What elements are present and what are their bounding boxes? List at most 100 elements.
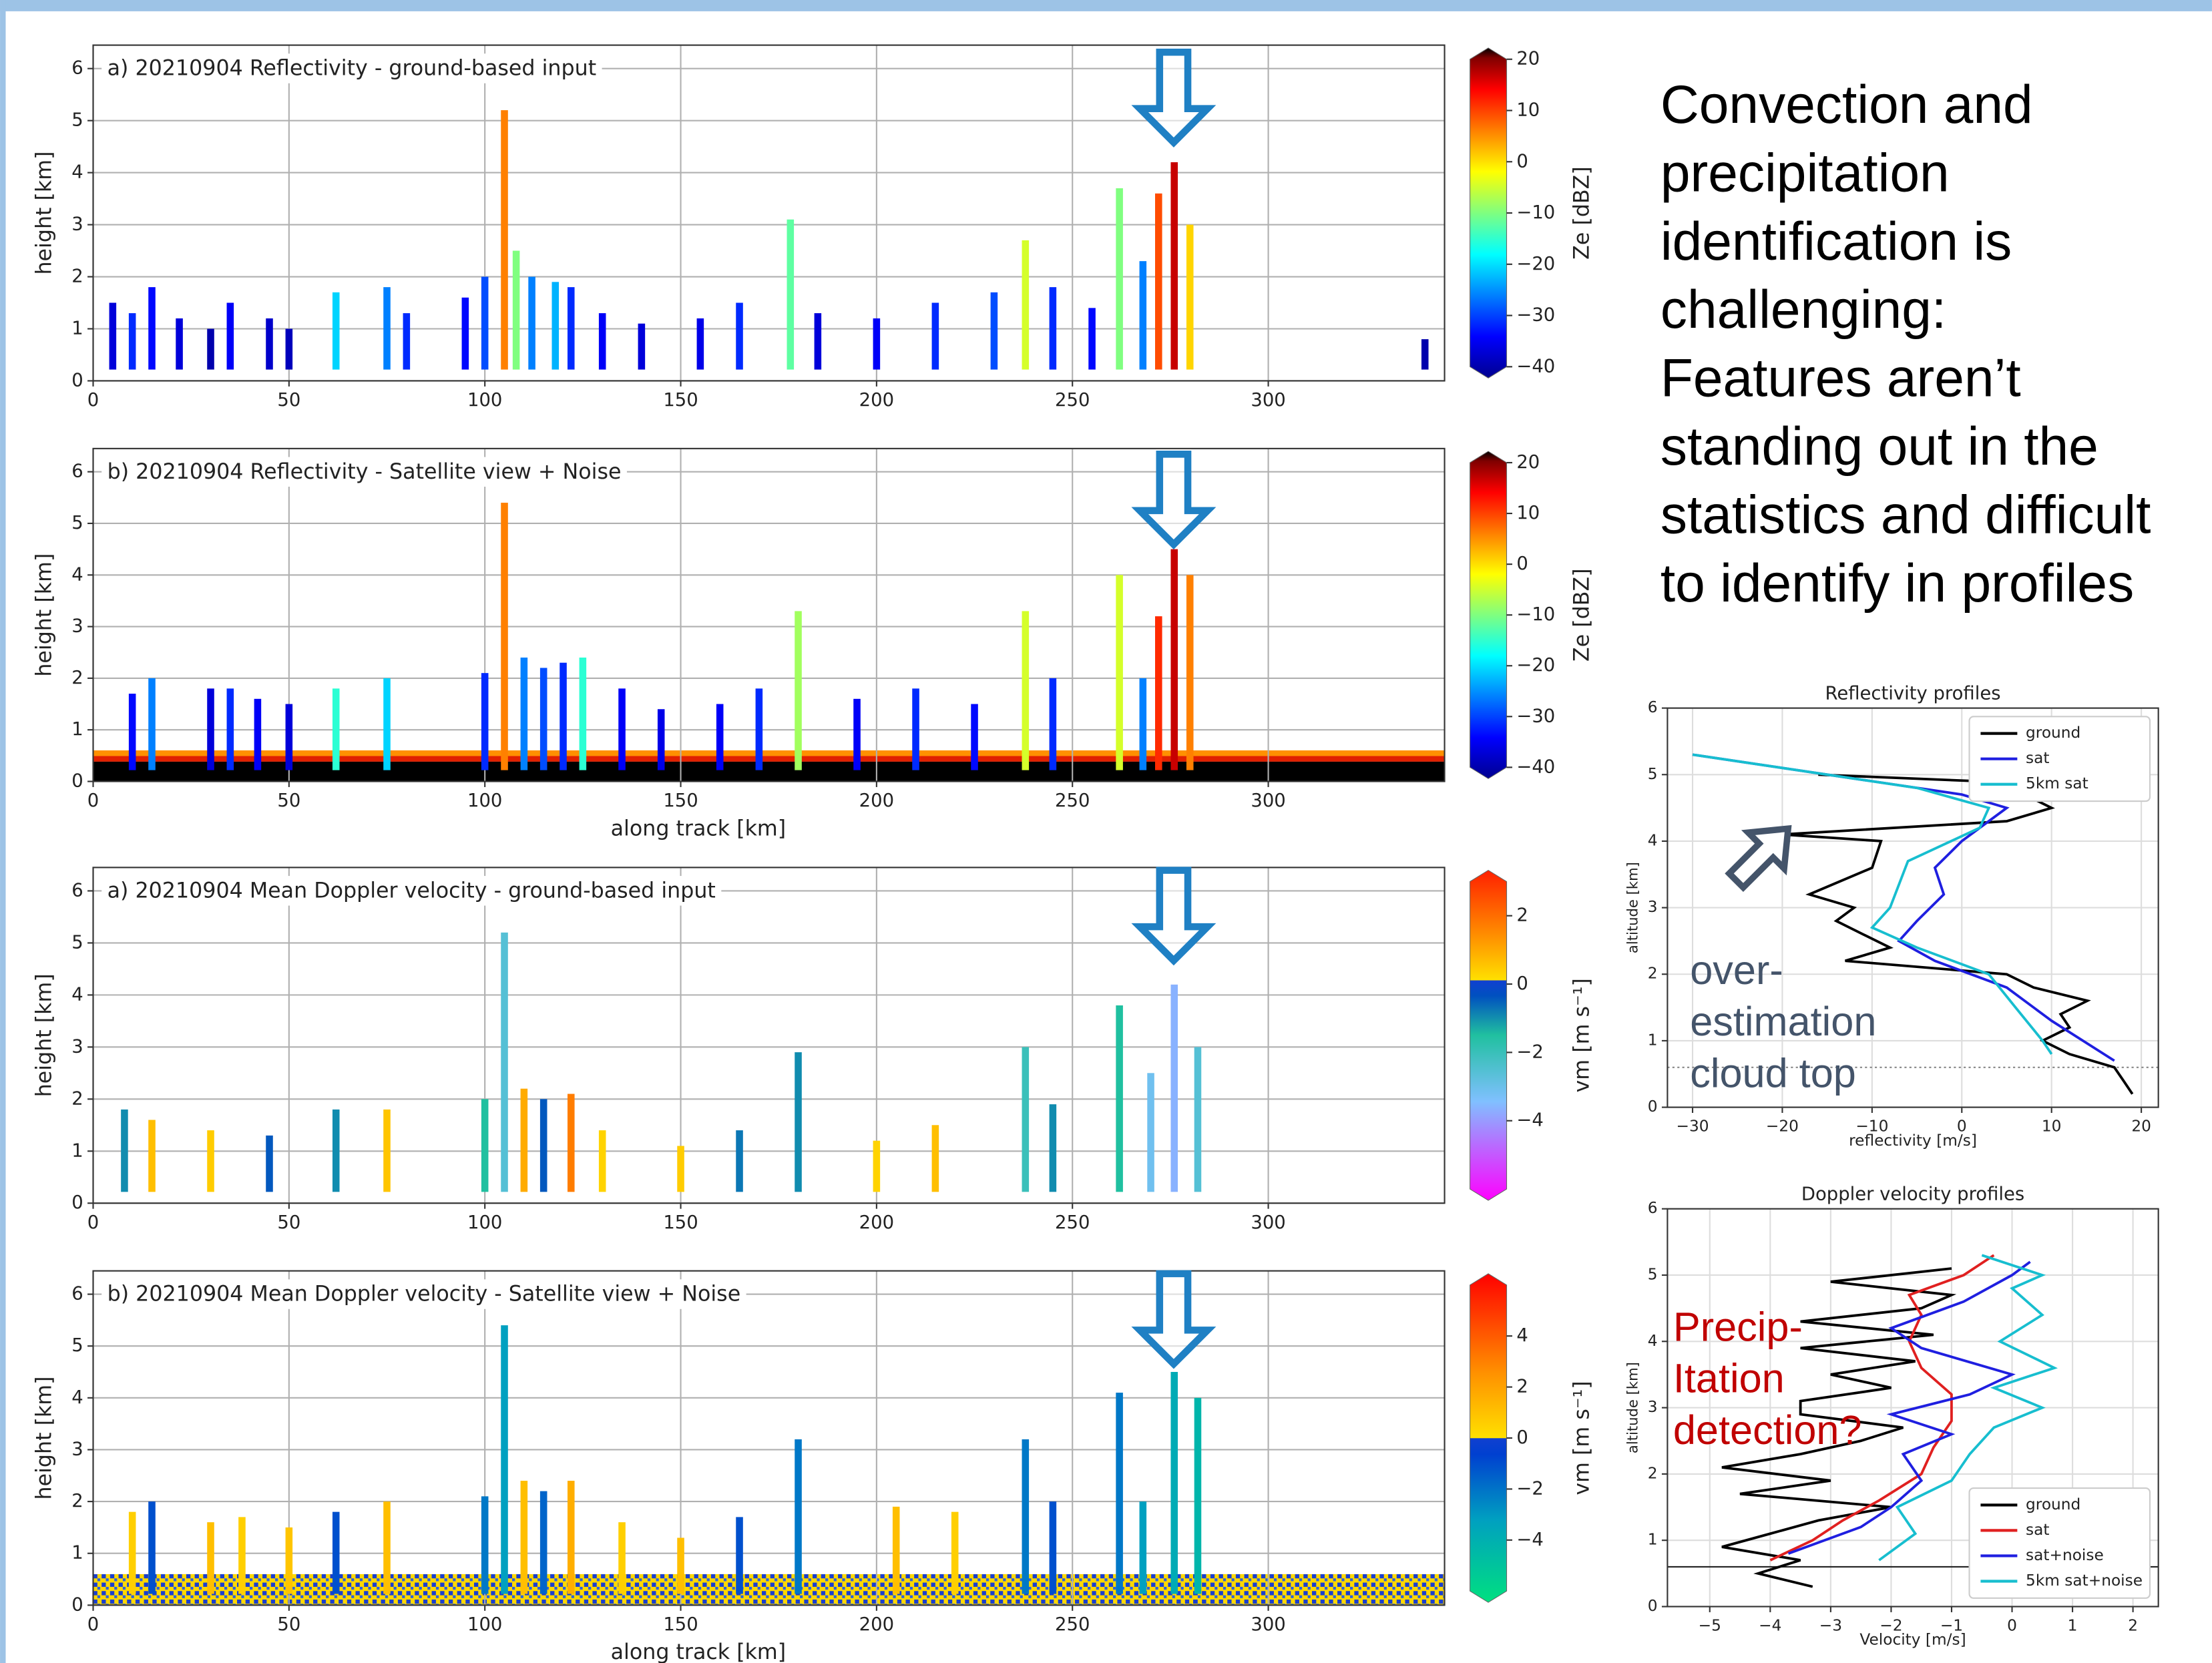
- colorbar-tick-label: −4: [1516, 1110, 1543, 1131]
- y-tick-label: 5: [1648, 1265, 1658, 1283]
- echo-column: [207, 328, 214, 369]
- y-tick-label: 2: [71, 1088, 83, 1109]
- echo-column: [568, 1481, 575, 1594]
- y-tick-label: 0: [1648, 1098, 1658, 1116]
- echo-column: [1140, 261, 1147, 369]
- echo-column: [991, 292, 998, 370]
- echo-column: [481, 673, 489, 770]
- echo-column: [207, 688, 214, 770]
- annotation: detection?: [1673, 1407, 1862, 1453]
- y-axis-label: height [km]: [33, 553, 57, 677]
- colorbar-tick-label: 0: [1516, 553, 1528, 574]
- x-tick-label: −30: [1677, 1118, 1709, 1136]
- top-band: [0, 0, 2212, 11]
- colorbar-tick-label: 4: [1516, 1325, 1528, 1346]
- echo-column: [1147, 1073, 1154, 1192]
- y-tick-label: 3: [71, 1036, 83, 1057]
- echo-column: [1170, 985, 1178, 1192]
- echo-column: [521, 1089, 528, 1192]
- echo-column: [1421, 339, 1429, 369]
- echo-column: [148, 678, 156, 770]
- x-tick-label: 200: [859, 790, 894, 811]
- echo-column: [697, 318, 704, 370]
- echo-column: [1022, 1047, 1030, 1192]
- echo-column: [893, 1507, 900, 1594]
- y-tick-label: 6: [1648, 698, 1658, 716]
- panel-title: b) 20210904 Mean Doppler velocity - Sate…: [107, 1282, 741, 1306]
- colorbar: [1470, 871, 1507, 1200]
- y-tick-label: 0: [71, 370, 83, 391]
- echo-column: [266, 1136, 273, 1192]
- echo-column: [521, 1481, 528, 1594]
- x-tick-label: 50: [277, 1614, 300, 1635]
- colorbar-tick-label: −40: [1516, 356, 1555, 377]
- x-axis-label: along track [km]: [611, 816, 787, 841]
- echo-column: [121, 1110, 128, 1192]
- echo-column: [1170, 162, 1178, 370]
- echo-column: [481, 277, 489, 370]
- echo-column: [333, 292, 340, 370]
- echo-column: [1050, 678, 1057, 770]
- echo-column: [568, 287, 575, 369]
- x-tick-label: −4: [1759, 1617, 1781, 1635]
- echo-column: [383, 1110, 391, 1192]
- echo-column: [873, 318, 881, 370]
- echo-column: [333, 1512, 340, 1594]
- echo-column: [618, 688, 626, 770]
- echo-column: [912, 688, 919, 770]
- y-tick-label: 3: [71, 616, 83, 637]
- legend-label: ground: [2026, 724, 2080, 742]
- legend-label: 5km sat+noise: [2026, 1572, 2143, 1590]
- echo-column: [1186, 575, 1194, 770]
- body-text: challenging:: [1661, 280, 1946, 340]
- echo-column: [932, 1125, 939, 1192]
- x-tick-label: 300: [1251, 1614, 1285, 1635]
- echo-column: [286, 1527, 293, 1594]
- x-tick-label: 250: [1055, 1212, 1090, 1233]
- echo-column: [462, 298, 469, 370]
- echo-column: [129, 313, 136, 369]
- echo-column: [501, 933, 508, 1192]
- y-tick-label: 5: [71, 110, 83, 131]
- echo-column: [853, 699, 861, 770]
- colorbar-tick-label: 0: [1516, 151, 1528, 172]
- echo-column: [129, 694, 136, 770]
- echo-column: [795, 1052, 802, 1192]
- body-text: Features aren’t: [1661, 348, 2021, 409]
- colorbar-tick-label: 2: [1516, 1377, 1528, 1397]
- echo-column: [1170, 549, 1178, 770]
- legend-label: sat+noise: [2026, 1546, 2104, 1564]
- x-tick-label: 50: [277, 1212, 300, 1233]
- x-tick-label: 200: [859, 1614, 894, 1635]
- echo-column: [148, 1501, 156, 1594]
- y-tick-label: 2: [1648, 965, 1658, 983]
- highlight-arrow: [1140, 1274, 1207, 1364]
- colorbar-tick-label: −2: [1516, 1041, 1543, 1062]
- highlight-arrow: [1140, 454, 1207, 544]
- colorbar-tick-label: −10: [1516, 604, 1555, 625]
- slide: Convection andprecipitationidentificatio…: [0, 0, 2212, 1663]
- x-axis-label: reflectivity [m/s]: [1849, 1132, 1977, 1150]
- echo-column: [207, 1522, 214, 1594]
- x-tick-label: 150: [663, 790, 698, 811]
- echo-column: [736, 1130, 743, 1192]
- annotation: Precip-: [1673, 1304, 1803, 1350]
- echo-column: [795, 1439, 802, 1594]
- echo-column: [716, 704, 724, 770]
- echo-column: [540, 1099, 547, 1192]
- y-tick-label: 4: [71, 162, 83, 183]
- y-tick-label: 0: [71, 1594, 83, 1615]
- body-text: Convection and: [1661, 75, 2033, 135]
- echo-column: [1088, 308, 1096, 369]
- x-tick-label: 100: [467, 1212, 502, 1233]
- page: {"slide_text": ["Convection and", "preci…: [0, 0, 2212, 1663]
- echo-column: [787, 220, 795, 370]
- x-tick-label: 50: [277, 790, 300, 811]
- echo-column: [129, 1512, 136, 1594]
- y-tick-label: 6: [71, 880, 83, 901]
- echo-column: [1170, 1372, 1178, 1594]
- echo-column: [1022, 240, 1030, 370]
- echo-column: [540, 668, 547, 770]
- body-text: standing out in the: [1661, 417, 2098, 477]
- x-tick-label: 250: [1055, 390, 1090, 411]
